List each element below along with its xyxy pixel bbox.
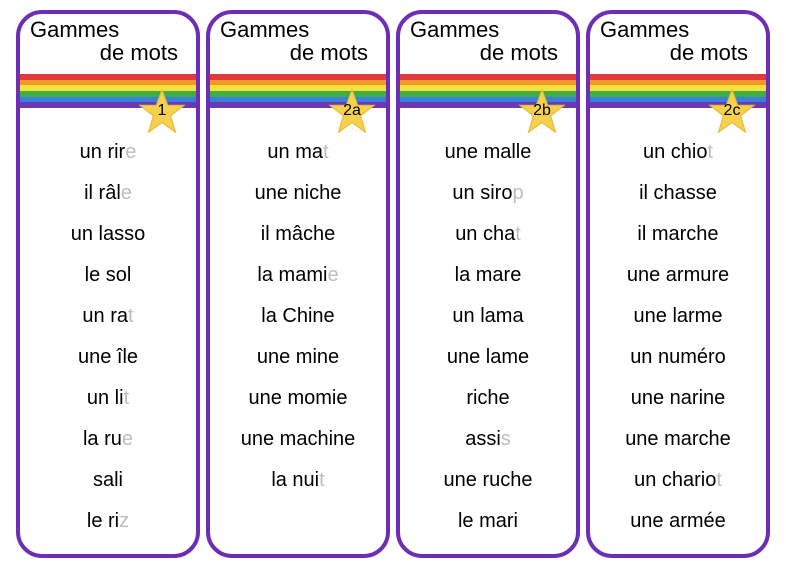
star-label: 2a: [334, 102, 370, 120]
word-item: il mâche: [261, 214, 335, 255]
word-item: il marche: [637, 214, 718, 255]
title-line2: de mots: [30, 41, 186, 64]
word-item: un lama: [452, 296, 523, 337]
word-item: le riz: [87, 501, 129, 542]
word-item: un rire: [80, 132, 137, 173]
word-item: il râle: [84, 173, 132, 214]
title-line1: Gammes: [410, 18, 566, 41]
word-list: un chiotil chasseil marcheune armureune …: [590, 132, 766, 546]
word-item: le mari: [458, 501, 518, 542]
card-2c: Gammesde mots 2cun chiotil chasseil marc…: [586, 10, 770, 558]
word-item: un mat: [267, 132, 328, 173]
word-item: un chat: [455, 214, 521, 255]
title-line2: de mots: [600, 41, 756, 64]
word-item: un lit: [87, 378, 129, 419]
star-label: 2c: [714, 102, 750, 120]
word-item: une armée: [630, 501, 726, 542]
word-item: une armure: [627, 255, 729, 296]
card-2b: Gammesde mots 2b une malleun siropun chat…: [396, 10, 580, 558]
word-item: un rat: [82, 296, 133, 337]
card-title: Gammesde mots: [210, 14, 386, 64]
title-line2: de mots: [220, 41, 376, 64]
word-item: assis: [465, 419, 511, 460]
card-1: Gammesde mots 1un rireil râleun lassole …: [16, 10, 200, 558]
star-label: 2b: [524, 102, 560, 120]
title-line2: de mots: [410, 41, 566, 64]
card-title: Gammesde mots: [20, 14, 196, 64]
word-item: une niche: [255, 173, 342, 214]
word-item: une marche: [625, 419, 731, 460]
word-item: riche: [466, 378, 509, 419]
title-line1: Gammes: [30, 18, 186, 41]
card-title: Gammesde mots: [400, 14, 576, 64]
star-label: 1: [144, 102, 180, 120]
word-item: une malle: [445, 132, 532, 173]
word-list: une malleun siropun chatla mareun lamaun…: [400, 132, 576, 546]
word-list: un rireil râleun lassole solun ratune îl…: [20, 132, 196, 546]
word-item: une île: [78, 337, 138, 378]
card-title: Gammesde mots: [590, 14, 766, 64]
card-2a: Gammesde mots 2aun matune nicheil mâchel…: [206, 10, 390, 558]
word-item: la Chine: [261, 296, 334, 337]
word-item: sali: [93, 460, 123, 501]
title-line1: Gammes: [600, 18, 756, 41]
word-item: un chariot: [634, 460, 722, 501]
word-item: un lasso: [71, 214, 146, 255]
title-line1: Gammes: [220, 18, 376, 41]
word-item: la nuit: [271, 460, 324, 501]
word-item: une mine: [257, 337, 339, 378]
word-item: un sirop: [452, 173, 523, 214]
word-item: la mare: [455, 255, 522, 296]
word-item: un numéro: [630, 337, 726, 378]
word-item: la rue: [83, 419, 133, 460]
word-item: un chiot: [643, 132, 713, 173]
word-item: la mamie: [257, 255, 338, 296]
word-item: une machine: [241, 419, 356, 460]
word-item: une lame: [447, 337, 529, 378]
word-item: une ruche: [444, 460, 533, 501]
word-item: il chasse: [639, 173, 717, 214]
word-item: une larme: [634, 296, 723, 337]
word-item: une momie: [249, 378, 348, 419]
word-list: un matune nicheil mâchela mamiela Chineu…: [210, 132, 386, 546]
word-item: le sol: [85, 255, 132, 296]
word-item: une narine: [631, 378, 726, 419]
